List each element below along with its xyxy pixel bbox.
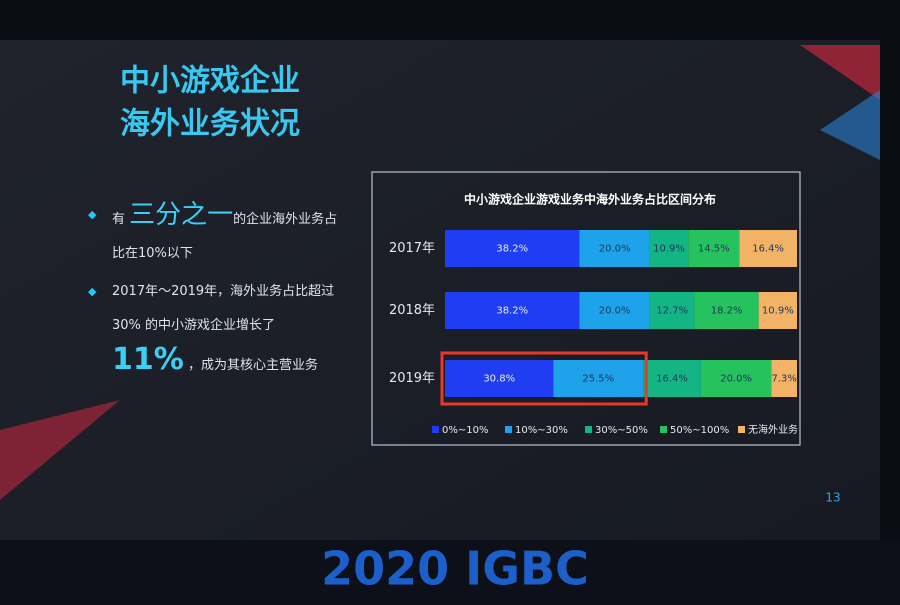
bullet-text: 有 bbox=[112, 212, 126, 227]
decoration bbox=[0, 400, 120, 500]
data-label: 20.0% bbox=[599, 244, 631, 255]
bar-segment bbox=[445, 292, 580, 329]
decoration bbox=[800, 45, 880, 100]
bar-segment bbox=[649, 292, 695, 329]
data-label: 38.2% bbox=[496, 306, 528, 317]
legend-label: 50%~100% bbox=[670, 425, 729, 436]
bar-segment bbox=[579, 230, 650, 267]
legend-label: 30%~50% bbox=[595, 425, 648, 436]
slide-title: 中小游戏企业 bbox=[120, 64, 300, 99]
y-tick-label: 2019年 bbox=[389, 371, 435, 386]
data-label: 16.4% bbox=[656, 374, 688, 385]
bar-segment bbox=[649, 230, 689, 267]
bullet-list: 有 三分之一的企业海外业务占比在10%以下 2017年～2019年，海外业务占比… bbox=[88, 198, 343, 387]
bar-segment bbox=[445, 360, 554, 397]
bullet-highlight: 11% bbox=[112, 342, 184, 377]
slide-title: 海外业务状况 bbox=[120, 107, 300, 142]
event-logo: 2020 IGBC bbox=[321, 542, 589, 596]
bar-segment bbox=[694, 292, 759, 329]
bar-segment bbox=[579, 292, 650, 329]
data-label: 30.8% bbox=[483, 374, 515, 385]
legend-swatch bbox=[660, 426, 667, 433]
legend-swatch bbox=[432, 426, 439, 433]
data-label: 12.7% bbox=[656, 306, 688, 317]
legend-swatch bbox=[738, 426, 745, 433]
bullet-text: 2017年～2019年，海外业务占比超过 30% 的中小游戏企业增长了 bbox=[112, 284, 335, 333]
highlight-box bbox=[440, 351, 648, 406]
data-label: 38.2% bbox=[496, 244, 528, 255]
bar-segment bbox=[739, 230, 797, 267]
bar-segment bbox=[700, 360, 772, 397]
data-label: 14.5% bbox=[698, 244, 730, 255]
legend-label: 10%~30% bbox=[515, 425, 568, 436]
chart-frame bbox=[371, 171, 801, 446]
data-label: 20.0% bbox=[720, 374, 752, 385]
bar-segment bbox=[553, 360, 644, 397]
bar-segment bbox=[771, 360, 797, 397]
y-tick-label: 2018年 bbox=[389, 303, 435, 318]
bar-segment bbox=[643, 360, 701, 397]
data-label: 10.9% bbox=[762, 306, 794, 317]
bar-segment bbox=[688, 230, 740, 267]
stage bbox=[0, 540, 900, 605]
data-label: 16.4% bbox=[752, 244, 784, 255]
bar-segment bbox=[758, 292, 797, 329]
legend-label: 0%~10% bbox=[442, 425, 488, 436]
legend-swatch bbox=[505, 426, 512, 433]
data-label: 25.5% bbox=[582, 374, 614, 385]
chart-title: 中小游戏企业游戏业务中海外业务占比区间分布 bbox=[464, 192, 716, 207]
bullet-highlight: 三分之一 bbox=[129, 200, 234, 230]
data-label: 18.2% bbox=[711, 306, 743, 317]
bullet-text: 的企业海外业务占比在10%以下 bbox=[112, 212, 338, 261]
y-tick-label: 2017年 bbox=[389, 241, 435, 256]
bar-segment bbox=[445, 230, 580, 267]
bullet: 2017年～2019年，海外业务占比超过 30% 的中小游戏企业增长了 11% ，… bbox=[88, 275, 343, 383]
bullet-text: ，成为其核心主营业务 bbox=[187, 358, 318, 373]
bullet: 有 三分之一的企业海外业务占比在10%以下 bbox=[88, 198, 343, 271]
legend-label: 无海外业务 bbox=[748, 423, 798, 436]
legend-swatch bbox=[585, 426, 592, 433]
data-label: 20.0% bbox=[599, 306, 631, 317]
data-label: 7.3% bbox=[771, 374, 796, 385]
decoration bbox=[820, 90, 880, 160]
data-label: 10.9% bbox=[653, 244, 685, 255]
page-number: 13 bbox=[825, 491, 840, 505]
